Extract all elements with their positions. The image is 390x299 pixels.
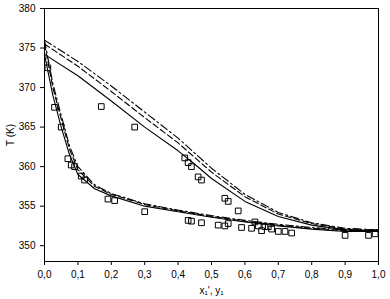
svg-text:0,6: 0,6 (238, 269, 252, 280)
svg-text:0,0: 0,0 (38, 269, 52, 280)
svg-text:350: 350 (19, 240, 36, 251)
svg-text:x₁', y₁: x₁', y₁ (199, 285, 224, 296)
svg-text:360: 360 (19, 161, 36, 172)
svg-text:365: 365 (19, 121, 36, 132)
svg-text:370: 370 (19, 82, 36, 93)
svg-text:0,7: 0,7 (271, 269, 285, 280)
svg-text:0,9: 0,9 (338, 269, 352, 280)
svg-text:380: 380 (19, 3, 36, 14)
svg-text:T (K): T (K) (5, 124, 16, 146)
svg-text:1,0: 1,0 (372, 269, 386, 280)
svg-text:0,3: 0,3 (138, 269, 152, 280)
svg-text:0,8: 0,8 (305, 269, 319, 280)
svg-text:355: 355 (19, 200, 36, 211)
svg-text:375: 375 (19, 42, 36, 53)
svg-text:0,5: 0,5 (205, 269, 219, 280)
svg-text:0,4: 0,4 (171, 269, 185, 280)
svg-text:0,1: 0,1 (71, 269, 85, 280)
svg-text:0,2: 0,2 (104, 269, 118, 280)
